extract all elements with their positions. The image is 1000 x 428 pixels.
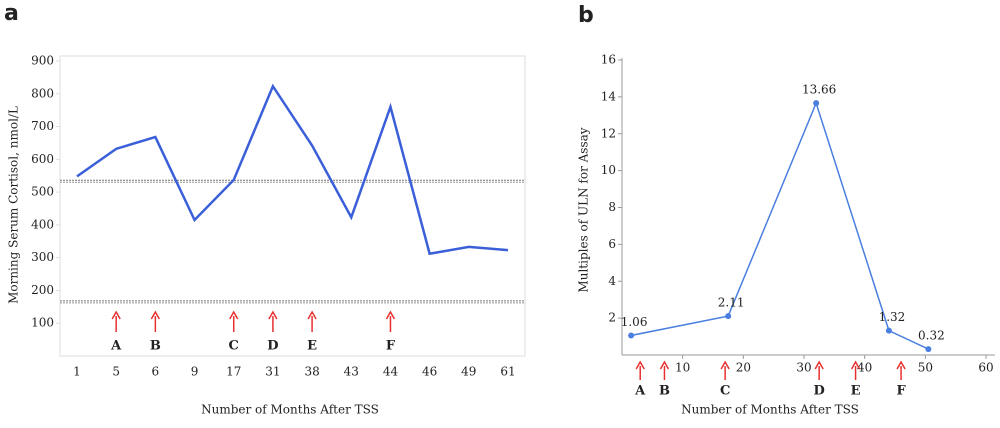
x-tick-label: 17 <box>226 365 241 379</box>
y-tick-label: 100 <box>31 316 54 330</box>
x-tick-label: 38 <box>304 365 319 379</box>
annotation-label: C <box>720 384 730 399</box>
arrow-head <box>850 360 861 370</box>
y-tick-label: 4 <box>608 274 616 288</box>
x-tick-label: 40 <box>857 361 872 375</box>
data-point <box>813 100 820 107</box>
data-label: 1.06 <box>621 315 648 329</box>
data-line <box>76 83 509 256</box>
annotation-label: E <box>307 339 317 354</box>
y-tick-label: 900 <box>31 54 54 68</box>
arrow-head <box>307 310 317 320</box>
y-tick-label: 500 <box>31 185 54 199</box>
arrow-head <box>659 360 670 370</box>
x-tick-label: 46 <box>422 365 437 379</box>
annotation-label: A <box>634 384 646 399</box>
data-label: 0.32 <box>918 329 945 343</box>
x-axis-label: Number of Months After TSS <box>681 403 859 417</box>
x-tick-label: 31 <box>265 365 280 379</box>
annotation-label: B <box>150 339 161 354</box>
x-tick-label: 61 <box>500 365 515 379</box>
x-tick-label: 44 <box>383 365 399 379</box>
y-tick-label: 10 <box>601 163 616 177</box>
annotation-label: D <box>267 339 278 354</box>
arrow-head <box>111 310 121 320</box>
x-tick-label: 43 <box>344 365 359 379</box>
x-tick-label: 49 <box>461 365 476 379</box>
panel-title: b <box>578 3 594 28</box>
y-tick-label: 8 <box>608 200 616 214</box>
annotation-label: C <box>229 339 239 354</box>
annotation-label: E <box>851 384 861 399</box>
arrow-head <box>268 310 278 320</box>
panel-title: a <box>4 1 19 26</box>
data-point <box>725 313 732 320</box>
y-axis-label: Multiples of ULN for Assay <box>577 127 591 292</box>
y-tick-label: 300 <box>31 250 54 264</box>
y-tick-label: 600 <box>31 152 54 166</box>
arrow-head <box>635 360 645 370</box>
data-point <box>925 346 932 353</box>
annotation-label: D <box>814 384 825 399</box>
x-tick-label: 1 <box>73 365 81 379</box>
arrow-head <box>385 310 396 320</box>
x-tick-label: 9 <box>191 365 199 379</box>
x-tick-label: 6 <box>152 365 160 379</box>
x-tick-label: 60 <box>978 361 993 375</box>
data-label: 1.32 <box>879 310 906 324</box>
y-tick-label: 800 <box>31 86 54 100</box>
x-tick-label: 5 <box>112 365 120 379</box>
y-tick-label: 14 <box>601 89 617 103</box>
data-label: 2.11 <box>718 296 745 310</box>
x-tick-label: 10 <box>675 361 690 375</box>
x-axis-label: Number of Months After TSS <box>201 403 379 417</box>
y-tick-label: 200 <box>31 283 54 297</box>
data-point <box>885 327 892 334</box>
arrow-head <box>896 360 906 370</box>
y-tick-label: 6 <box>608 237 616 251</box>
annotation-label: F <box>896 384 906 399</box>
x-tick-label: 50 <box>918 361 933 375</box>
arrow-head <box>720 360 730 370</box>
y-axis-label: Morning Serum Cortisol, nmol/L <box>7 106 21 304</box>
y-tick-label: 400 <box>31 217 54 231</box>
annotation-label: B <box>659 384 670 399</box>
data-point <box>628 332 635 339</box>
plot-frame <box>59 55 526 357</box>
x-tick-label: 30 <box>796 361 811 375</box>
annotation-label: A <box>110 339 122 354</box>
annotation-label: F <box>386 339 396 354</box>
data-label: 13.66 <box>802 83 836 97</box>
y-tick-label: 700 <box>31 119 54 133</box>
y-tick-label: 16 <box>601 53 616 67</box>
x-tick-label: 20 <box>736 361 751 375</box>
y-tick-label: 2 <box>608 311 616 325</box>
y-tick-label: 12 <box>601 126 616 140</box>
arrow-head <box>814 360 824 370</box>
arrow-head <box>150 310 161 320</box>
arrow-head <box>229 310 239 320</box>
